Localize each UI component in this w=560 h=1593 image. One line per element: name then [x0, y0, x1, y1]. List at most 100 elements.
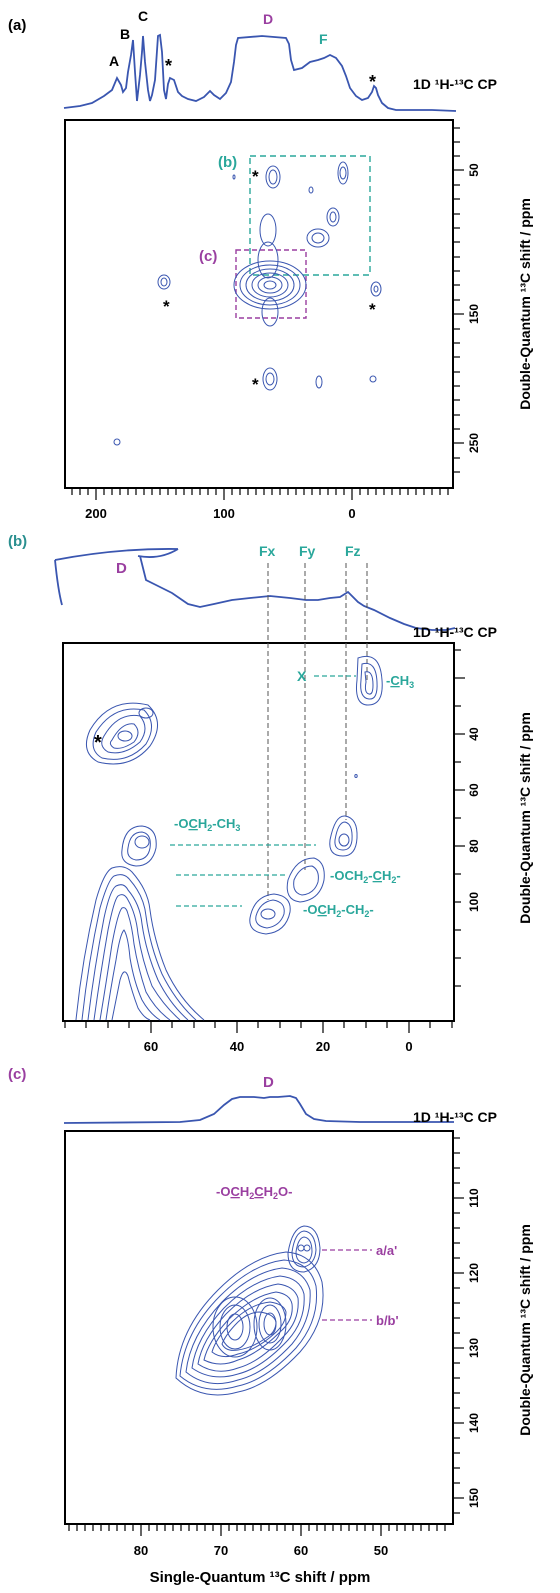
panel-a-xticks [71, 488, 449, 500]
panel-c-cp-spectrum [63, 1095, 454, 1124]
panel-a-xtick-labels: 200 100 0 [85, 506, 355, 521]
panel-c-xticks [68, 1524, 446, 1536]
contour-b-och2-ch3 [329, 815, 358, 857]
panel-b-frame [62, 642, 455, 1022]
panel-c: (c) D 1D ¹H-¹³C CP 110 120 130 140 150 [8, 1066, 533, 1586]
contour-a-small-3 [113, 438, 121, 446]
contour-a-peak-ch3 [337, 161, 349, 185]
f-label-x: Fx [259, 543, 276, 559]
panel-b-x-label: X [297, 668, 307, 684]
contour-a-small-5 [232, 174, 236, 180]
panel-c-d-label: D [263, 1074, 274, 1091]
ytick-b-80: 80 [467, 839, 481, 853]
xtick-c-70: 70 [214, 1543, 228, 1558]
peak-letter-a: A [109, 53, 119, 69]
contour-asterisk-1: * [252, 167, 259, 186]
ytick-a-50: 50 [467, 163, 481, 177]
contour-b-ch3 [356, 655, 383, 706]
cp-asterisk-2: * [369, 72, 376, 92]
panel-a-frame [64, 119, 454, 489]
contour-b-bottom-mound [75, 866, 205, 1021]
ytick-a-150: 150 [467, 304, 481, 324]
peak-letter-d: D [263, 11, 273, 27]
contour-c-peak-b [253, 1297, 287, 1351]
assign-b-och2-ch2-a: -OCH2-CH2- [330, 868, 401, 885]
panel-c-xtick-labels: 80 70 60 50 [134, 1543, 388, 1558]
panel-b-contours [75, 655, 383, 1021]
contour-asterisk-4: * [252, 375, 259, 394]
ytick-b-40: 40 [467, 727, 481, 741]
panel-c-cp-label: 1D ¹H-¹³C CP [413, 1109, 497, 1125]
contour-a-ssb-bottom [262, 367, 278, 391]
contour-b-spinning-sideband [85, 702, 158, 765]
panel-b-d-label: D [116, 560, 127, 577]
ytick-c-150: 150 [467, 1488, 481, 1508]
panel-b-cp-label: 1D ¹H-¹³C CP [413, 624, 497, 640]
contour-b-small-dot [354, 774, 358, 778]
xtick-c-50: 50 [374, 1543, 388, 1558]
box-c-label: (c) [199, 248, 217, 265]
panel-a-ylabel: Double-Quantum ¹³C shift / ppm [517, 198, 533, 410]
ytick-c-130: 130 [467, 1338, 481, 1358]
contour-b-och2-ch2-upper [286, 857, 325, 903]
panel-c-label: (c) [8, 1066, 26, 1083]
contour-a-spinning-top [265, 165, 281, 189]
xtick-b-40: 40 [230, 1039, 244, 1054]
panel-a: (a) A B C D F * * 1D ¹H-¹³C CP [8, 8, 533, 521]
contour-asterisk-3: * [369, 300, 376, 319]
contour-c-peak-a [287, 1225, 321, 1273]
panel-b-asterisk: * [94, 732, 102, 754]
assign-b-och2-ch2-b: -OCH2-CH2- [303, 902, 374, 919]
ytick-c-140: 140 [467, 1413, 481, 1433]
panel-a-cp-spectrum [63, 33, 457, 112]
panel-c-frame [64, 1130, 454, 1525]
panel-c-ylabel: Double-Quantum ¹³C shift / ppm [517, 1224, 533, 1436]
assign-c-a: a/a' [376, 1243, 397, 1258]
assign-c-b: b/b' [376, 1313, 399, 1328]
contour-b-och2-ch2-lower [249, 893, 291, 935]
assign-b-och2-ch3: -OCH2-CH3 [174, 816, 240, 833]
panel-b-assignment-lines [170, 675, 356, 907]
contour-a-ssb-left [157, 274, 171, 290]
panel-a-contours [113, 161, 382, 446]
panel-b: (b) D Fx Fy Fz 1D ¹H-¹³C CP 40 60 8 [8, 533, 533, 1054]
contour-a-small-1 [315, 375, 323, 389]
f-label-z: Fz [345, 543, 361, 559]
panel-b-ytick-labels: 40 60 80 100 [467, 727, 481, 912]
ytick-b-100: 100 [467, 892, 481, 912]
panel-b-guide-lines [267, 563, 368, 900]
panel-b-cp-spectrum [54, 548, 456, 631]
xtick-c-80: 80 [134, 1543, 148, 1558]
box-b-label: (b) [218, 154, 237, 171]
panel-b-yticks [454, 649, 465, 987]
panel-c-ytick-labels: 110 120 130 140 150 [467, 1188, 481, 1508]
panel-c-xlabel: Single-Quantum ¹³C shift / ppm [150, 1569, 371, 1586]
contour-a-peak-ethyl [306, 207, 340, 248]
panel-a-cp-label: 1D ¹H-¹³C CP [413, 76, 497, 92]
panel-b-xtick-labels: 60 40 20 0 [144, 1039, 413, 1054]
xtick-b-0: 0 [405, 1039, 412, 1054]
contour-asterisk-2: * [163, 297, 170, 316]
panel-c-contours [175, 1225, 324, 1396]
assign-b-ch3: -CH3 [386, 673, 414, 690]
panel-a-ytick-labels: 50 150 250 [467, 163, 481, 453]
contour-a-small-4 [308, 186, 314, 194]
xtick-b-60: 60 [144, 1039, 158, 1054]
panel-c-assignment-lines [322, 1249, 372, 1321]
panel-b-xticks [64, 1021, 453, 1033]
contour-c-peak-left [212, 1296, 258, 1358]
ytick-c-120: 120 [467, 1263, 481, 1283]
box-b-region [249, 155, 371, 276]
panel-a-label: (a) [8, 17, 26, 34]
cp-asterisk-1: * [165, 56, 172, 76]
panel-b-label: (b) [8, 533, 27, 550]
ytick-a-250: 250 [467, 433, 481, 453]
xtick-c-60: 60 [294, 1543, 308, 1558]
ytick-c-110: 110 [467, 1188, 481, 1208]
xtick-a-0: 0 [348, 506, 355, 521]
panel-b-ylabel: Double-Quantum ¹³C shift / ppm [517, 712, 533, 924]
f-label-y: Fy [299, 543, 316, 559]
contour-a-small-2 [369, 375, 377, 383]
contour-b-left-peak-80 [121, 825, 157, 867]
